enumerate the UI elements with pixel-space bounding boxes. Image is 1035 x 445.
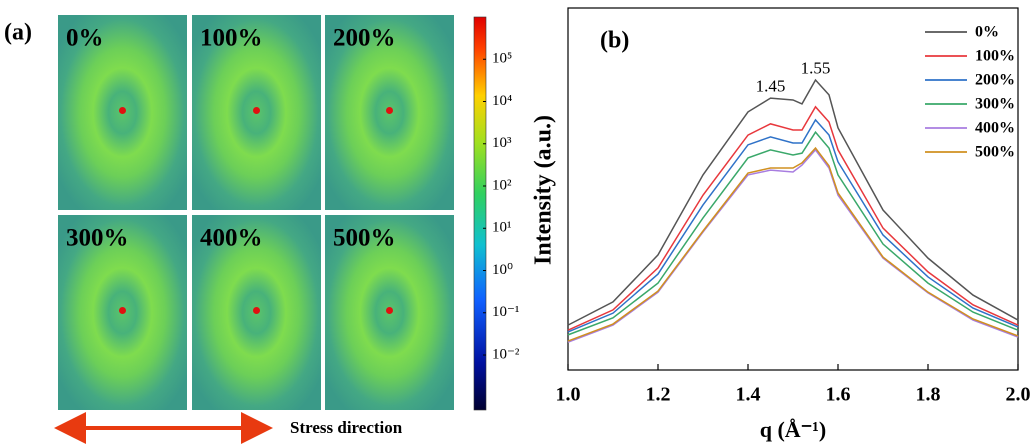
beam-center bbox=[119, 307, 126, 314]
series-line bbox=[567, 78, 1019, 326]
beam-center bbox=[386, 307, 393, 314]
colorbar-tick-label: 10² bbox=[492, 177, 512, 193]
image-label: 300% bbox=[66, 225, 129, 252]
beam-center bbox=[253, 107, 260, 114]
y-axis-label: Intensity (a.u.) bbox=[531, 115, 557, 265]
image-label: 500% bbox=[333, 225, 396, 252]
x-tick-label: 1.2 bbox=[646, 384, 671, 406]
colorbar-tick-label: 10¹ bbox=[492, 220, 512, 236]
x-tick-label: 2.0 bbox=[1006, 384, 1031, 406]
x-axis-label: q (Å⁻¹) bbox=[760, 417, 826, 442]
series-line bbox=[567, 148, 1019, 343]
colorbar-tick-label: 10⁻² bbox=[492, 346, 520, 362]
image-label: 0% bbox=[66, 25, 104, 52]
colorbar-tick-label: 10⁰ bbox=[492, 262, 513, 278]
beam-center bbox=[386, 107, 393, 114]
legend-label: 400% bbox=[975, 120, 1015, 137]
legend-label: 100% bbox=[975, 48, 1015, 65]
legend-label: 0% bbox=[975, 24, 999, 41]
arrow-label: Stress direction bbox=[290, 418, 403, 437]
beam-center bbox=[253, 307, 260, 314]
x-tick-label: 1.8 bbox=[916, 384, 941, 406]
series-line bbox=[567, 118, 1019, 333]
colorbar-tick-label: 10⁵ bbox=[492, 51, 512, 67]
image-label: 200% bbox=[333, 25, 396, 52]
legend-label: 500% bbox=[975, 144, 1015, 161]
plot-frame bbox=[567, 7, 1019, 371]
colorbar-tick-label: 10⁴ bbox=[492, 93, 512, 109]
series-line bbox=[567, 130, 1019, 336]
legend-label: 200% bbox=[975, 72, 1015, 89]
annotation: 1.55 bbox=[801, 58, 831, 77]
legend-label: 300% bbox=[975, 96, 1015, 113]
series-line bbox=[567, 146, 1019, 342]
colorbar bbox=[473, 16, 487, 411]
x-tick-label: 1.6 bbox=[826, 384, 851, 406]
image-label: 400% bbox=[200, 225, 263, 252]
panel-label: (a) bbox=[4, 20, 32, 46]
annotation: 1.45 bbox=[756, 77, 786, 96]
x-tick-label: 1.4 bbox=[736, 384, 761, 406]
image-label: 100% bbox=[200, 25, 263, 52]
beam-center bbox=[119, 107, 126, 114]
x-tick-label: 1.0 bbox=[556, 384, 581, 406]
colorbar-tick-label: 10⁻¹ bbox=[492, 304, 519, 320]
panel-label: (b) bbox=[600, 28, 629, 54]
colorbar-tick-label: 10³ bbox=[492, 135, 512, 151]
series-line bbox=[567, 105, 1019, 331]
